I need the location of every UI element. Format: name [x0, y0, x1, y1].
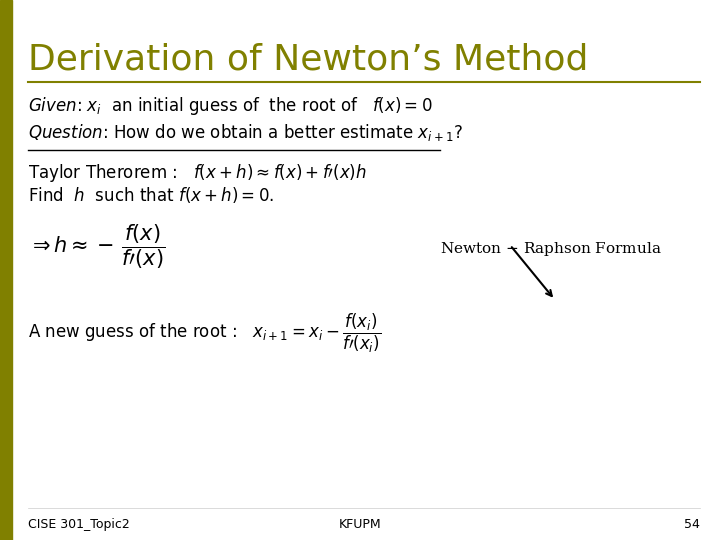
Text: 54: 54	[684, 518, 700, 531]
Text: A new guess of the root :   $x_{i+1} = x_i - \dfrac{f(x_i)}{f\prime(x_i)}$: A new guess of the root : $x_{i+1} = x_i…	[28, 312, 381, 355]
Text: $\mathit{Given}$: $x_i$  an initial guess of  the root of   $f(x) = 0$: $\mathit{Given}$: $x_i$ an initial guess…	[28, 95, 433, 117]
Text: CISE 301_Topic2: CISE 301_Topic2	[28, 518, 130, 531]
Text: Newton $-$ Raphson Formula: Newton $-$ Raphson Formula	[440, 240, 662, 258]
Text: $\Rightarrow h \approx -\,\dfrac{f(x)}{f\prime(x)}$: $\Rightarrow h \approx -\,\dfrac{f(x)}{f…	[28, 222, 165, 271]
Text: $\mathit{Question}$: How do we obtain a better estimate $x_{i+1}$?: $\mathit{Question}$: How do we obtain a …	[28, 122, 463, 143]
Text: Find  $h$  such that $f(x+h) = 0.$: Find $h$ such that $f(x+h) = 0.$	[28, 185, 274, 205]
Text: Derivation of Newton’s Method: Derivation of Newton’s Method	[28, 43, 588, 77]
Bar	[0, 0, 12, 540]
Text: Taylor Therorem :   $f(x+h) \approx f(x) + f\prime(x)h$: Taylor Therorem : $f(x+h) \approx f(x) +…	[28, 162, 366, 184]
Text: KFUPM: KFUPM	[338, 518, 382, 531]
